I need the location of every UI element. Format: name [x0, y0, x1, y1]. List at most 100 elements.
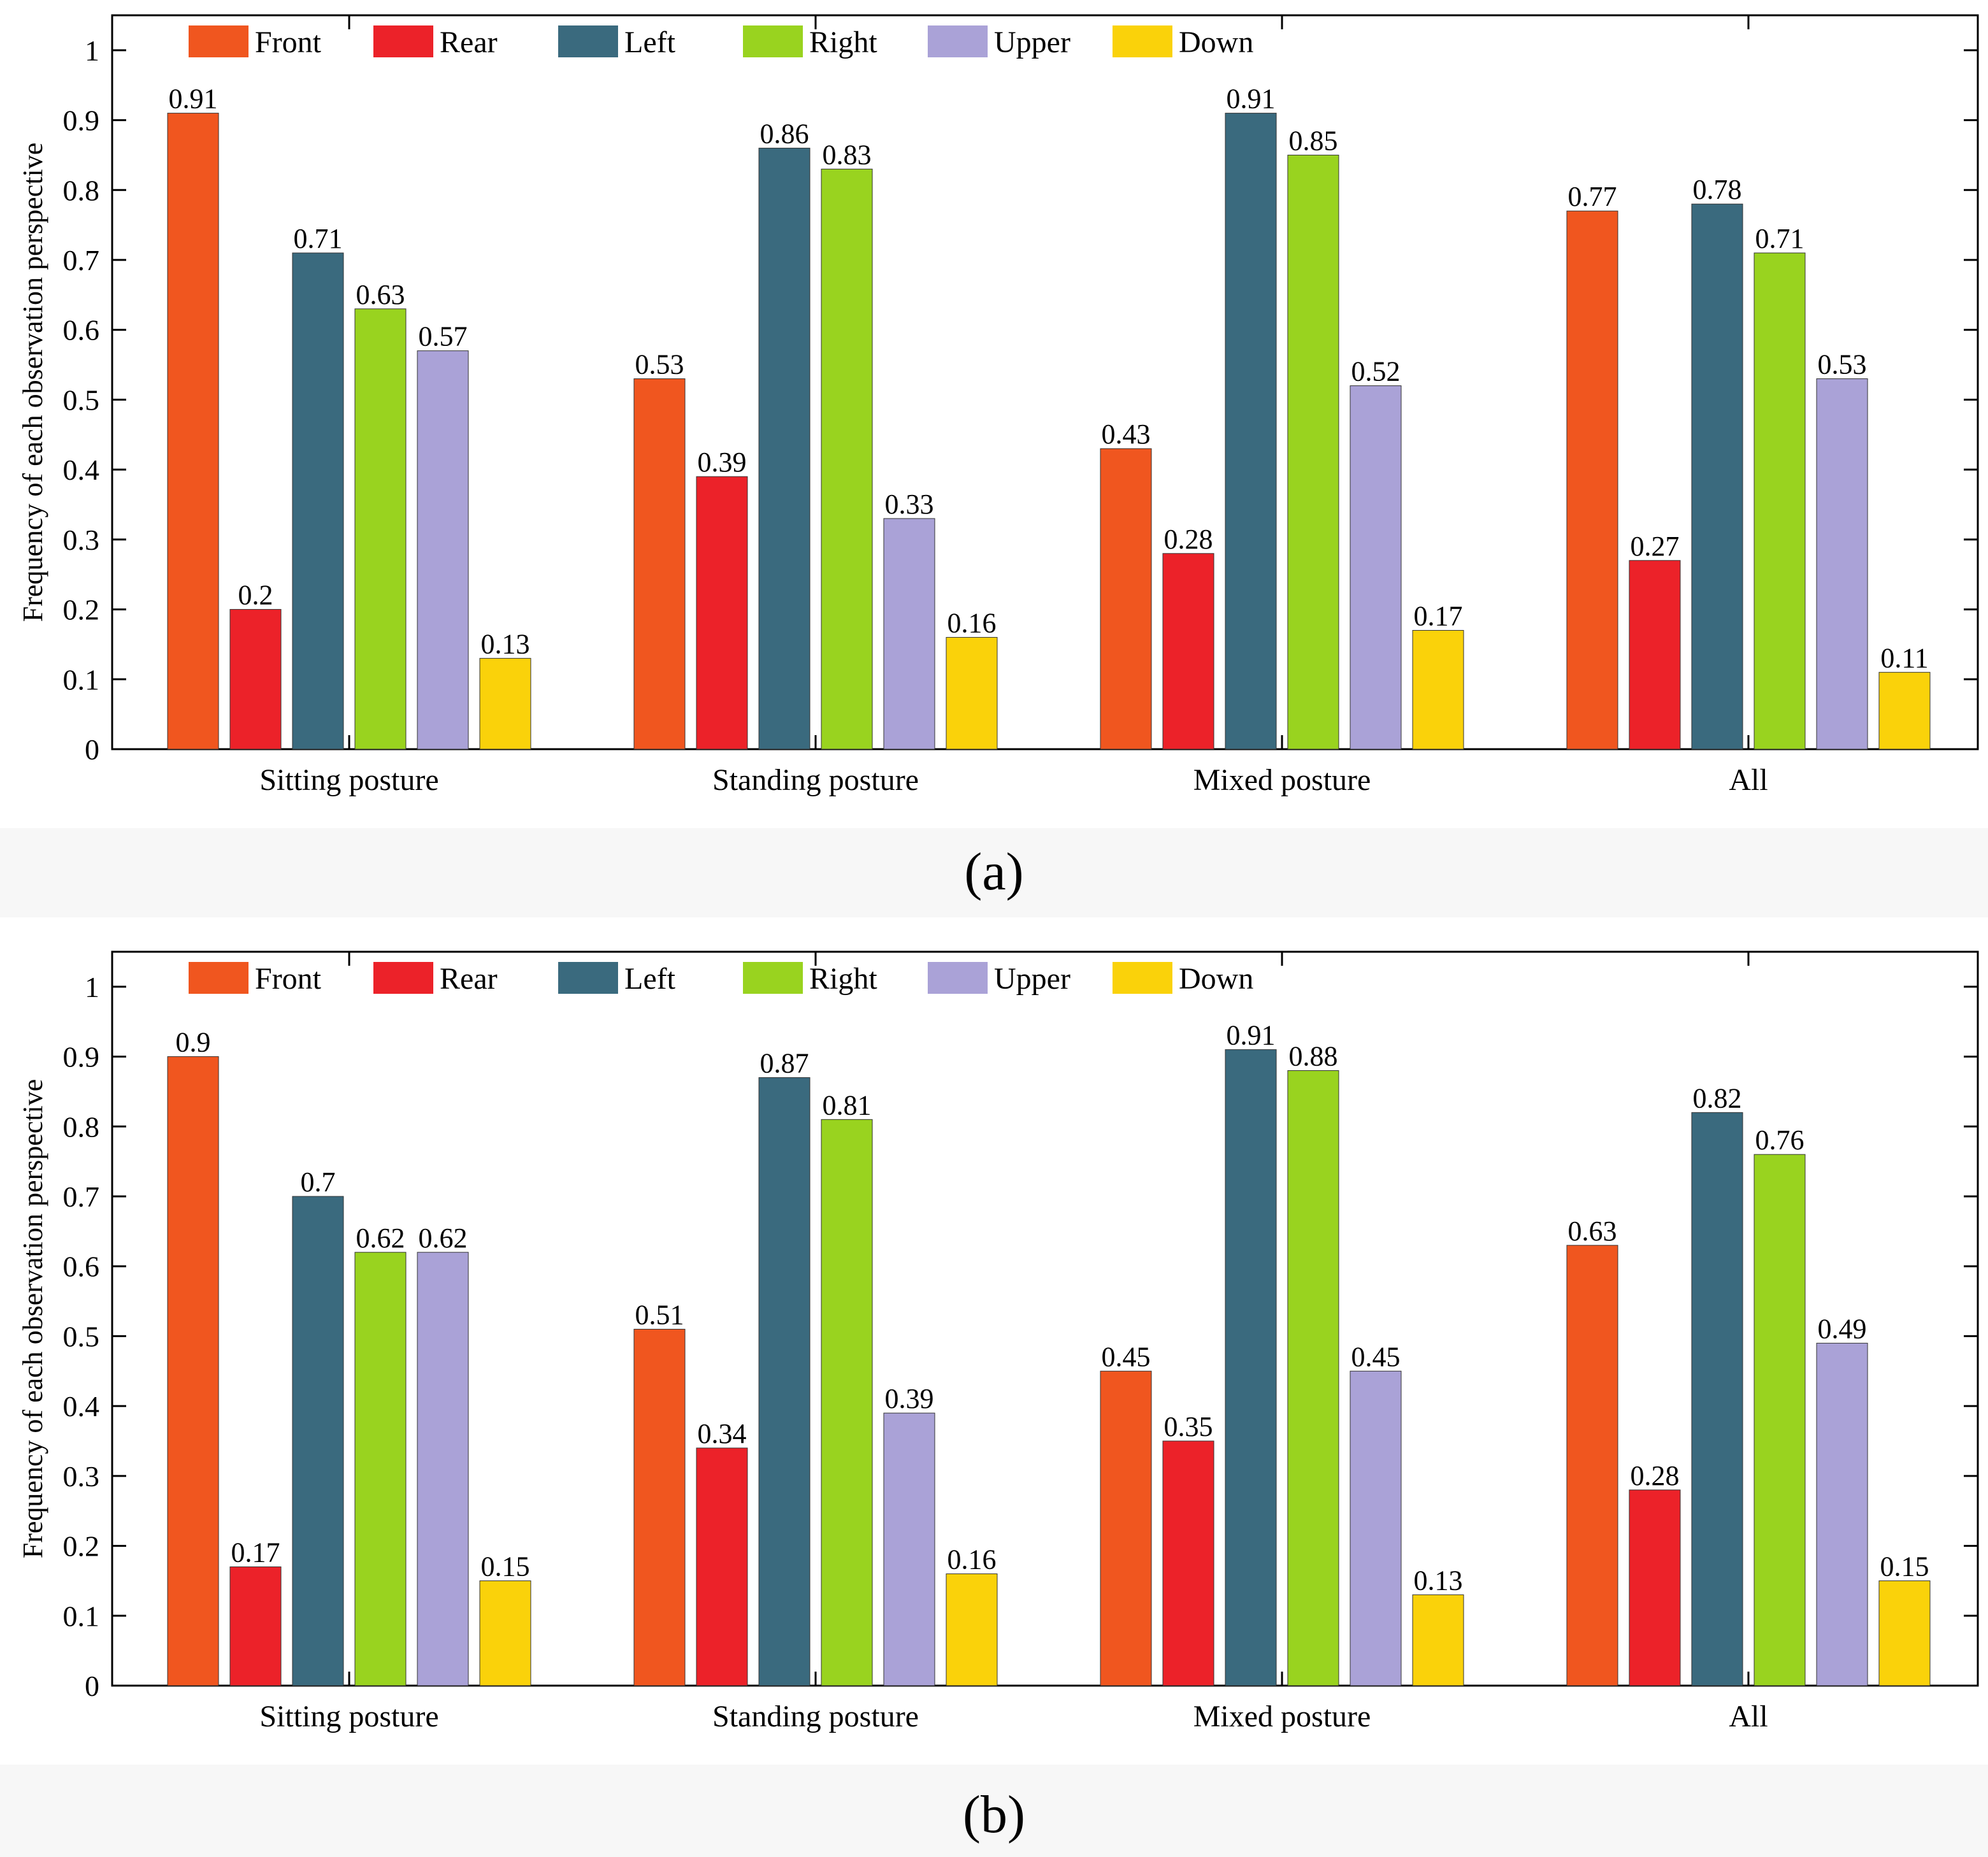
x-category-label: Mixed posture — [1193, 763, 1371, 797]
data-label: 0.34 — [698, 1418, 747, 1449]
panel-caption-a: (a) — [964, 842, 1024, 901]
bar-rear — [696, 476, 748, 750]
data-label: 0.87 — [760, 1047, 809, 1079]
data-label: 0.2 — [238, 580, 273, 611]
bar-down — [1878, 671, 1931, 750]
bar-right — [1754, 1154, 1806, 1686]
bar-right — [1287, 154, 1339, 750]
legend-swatch-down — [1113, 25, 1172, 57]
data-label: 0.7 — [301, 1166, 336, 1198]
legend-label-rear: Rear — [440, 25, 498, 59]
data-label: 0.57 — [419, 321, 468, 352]
x-category-label: All — [1729, 763, 1768, 797]
y-tick-label: 0.8 — [63, 174, 100, 206]
plot-frame — [111, 950, 1979, 1687]
y-tick-label: 1 — [85, 34, 99, 67]
legend-swatch-right — [743, 962, 803, 994]
legend-swatch-rear — [373, 25, 433, 57]
y-tick-label: 0.1 — [63, 1600, 100, 1632]
bar-rear — [1162, 1440, 1214, 1686]
data-label: 0.15 — [481, 1551, 530, 1582]
y-tick-label: 0.7 — [63, 1180, 100, 1213]
data-label: 0.17 — [1414, 600, 1463, 631]
bar-right — [821, 168, 873, 750]
data-label: 0.91 — [1227, 83, 1276, 115]
legend-swatch-left — [558, 25, 618, 57]
legend-label-left: Left — [624, 962, 676, 996]
bar-upper — [883, 1412, 935, 1686]
data-label: 0.39 — [698, 447, 747, 478]
bar-front — [1100, 1370, 1152, 1686]
bar-down — [1412, 629, 1464, 750]
bar-front — [633, 378, 686, 750]
bar-down — [1878, 1580, 1931, 1686]
x-category-label: All — [1729, 1700, 1768, 1733]
bar-left — [1225, 1049, 1277, 1686]
bar-right — [354, 1252, 407, 1686]
bar-down — [946, 636, 998, 750]
data-label: 0.63 — [356, 279, 405, 310]
y-tick-label: 0.9 — [63, 1041, 100, 1073]
bar-upper — [1350, 385, 1402, 750]
bar-front — [167, 1056, 219, 1686]
data-label: 0.53 — [635, 349, 684, 380]
data-label: 0.52 — [1351, 355, 1401, 387]
data-label: 0.17 — [231, 1537, 280, 1568]
x-category-label: Standing posture — [712, 1700, 919, 1733]
caption-band-b — [0, 1765, 1988, 1857]
data-label: 0.13 — [481, 628, 530, 659]
bar-right — [354, 308, 407, 750]
data-label: 0.91 — [169, 83, 218, 115]
legend-label-right: Right — [809, 962, 877, 996]
bar-left — [1225, 113, 1277, 750]
legend-label-front: Front — [255, 25, 322, 59]
legend-swatch-front — [189, 962, 248, 994]
data-label: 0.63 — [1568, 1215, 1617, 1247]
bar-upper — [1816, 1342, 1868, 1686]
bar-rear — [229, 609, 282, 750]
y-tick-label: 0.5 — [63, 1320, 100, 1352]
legend-label-rear: Rear — [440, 962, 498, 996]
data-label: 0.28 — [1631, 1460, 1680, 1491]
bar-left — [758, 1077, 810, 1686]
legend-label-upper: Upper — [994, 25, 1070, 59]
legend-label-front: Front — [255, 962, 322, 996]
legend-swatch-upper — [928, 25, 988, 57]
y-tick-label: 0.7 — [63, 244, 100, 276]
data-label: 0.82 — [1693, 1082, 1742, 1114]
y-axis-title: Frequency of each observation perspectiv… — [17, 1079, 48, 1559]
y-tick-label: 0 — [85, 733, 99, 766]
bar-down — [946, 1573, 998, 1686]
data-label: 0.43 — [1102, 419, 1151, 450]
bar-upper — [1816, 378, 1868, 750]
bar-down — [479, 1580, 531, 1686]
data-label: 0.27 — [1631, 531, 1680, 562]
legend-swatch-rear — [373, 962, 433, 994]
bar-left — [292, 1196, 344, 1686]
legend-swatch-front — [189, 25, 248, 57]
data-label: 0.91 — [1227, 1020, 1276, 1051]
y-tick-label: 0.1 — [63, 663, 100, 696]
bar-down — [479, 657, 531, 750]
x-category-label: Standing posture — [712, 763, 919, 797]
data-label: 0.86 — [760, 118, 809, 149]
bar-left — [1691, 1112, 1743, 1686]
data-label: 0.49 — [1818, 1313, 1867, 1344]
legend-label-left: Left — [624, 25, 676, 59]
legend-swatch-left — [558, 962, 618, 994]
panel-caption-b: (b) — [963, 1785, 1025, 1844]
bar-front — [633, 1328, 686, 1686]
data-label: 0.71 — [1755, 223, 1804, 254]
bar-left — [292, 252, 344, 750]
bar-upper — [883, 518, 935, 750]
y-tick-label: 0.5 — [63, 384, 100, 416]
data-label: 0.83 — [823, 139, 872, 170]
data-label: 0.16 — [947, 1544, 997, 1575]
bar-upper — [1350, 1370, 1402, 1686]
data-label: 0.78 — [1693, 174, 1742, 205]
data-label: 0.85 — [1289, 125, 1338, 156]
bar-rear — [1629, 560, 1681, 750]
legend-label-down: Down — [1179, 25, 1253, 59]
